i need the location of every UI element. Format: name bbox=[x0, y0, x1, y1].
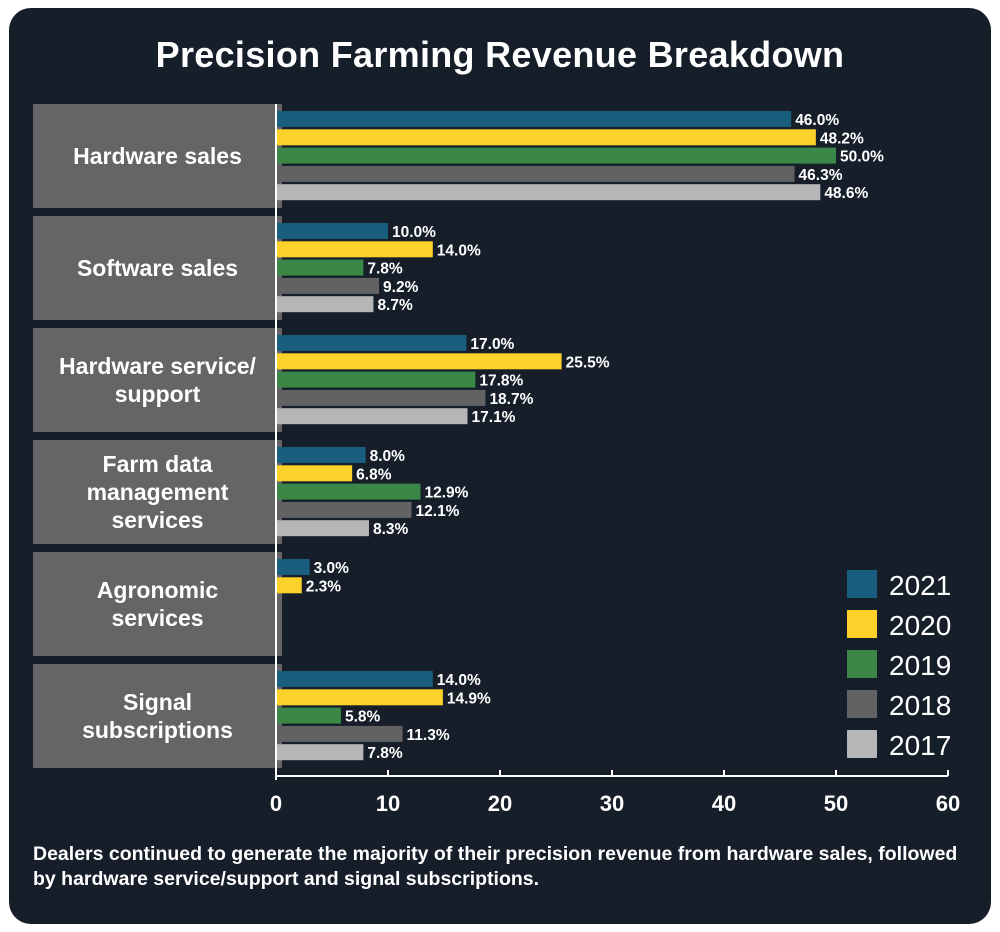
legend-swatch bbox=[847, 610, 877, 638]
bar bbox=[276, 111, 792, 127]
bar bbox=[276, 577, 302, 594]
value-label: 14.0% bbox=[437, 672, 481, 689]
value-label: 17.1% bbox=[472, 409, 516, 426]
value-label: 17.0% bbox=[470, 336, 514, 353]
x-tick-label: 0 bbox=[270, 791, 282, 816]
bar bbox=[276, 559, 310, 575]
category-label: Software sales bbox=[77, 255, 238, 281]
category-label: Signal bbox=[123, 689, 192, 715]
x-tick-label: 10 bbox=[376, 791, 400, 816]
bar bbox=[276, 241, 433, 258]
value-label: 14.9% bbox=[447, 690, 491, 707]
category-label: support bbox=[115, 381, 201, 407]
legend-swatch bbox=[847, 730, 877, 758]
value-label: 12.9% bbox=[424, 485, 468, 502]
bar bbox=[276, 447, 366, 463]
bar bbox=[276, 501, 412, 518]
value-label: 10.0% bbox=[392, 224, 436, 241]
value-label: 46.0% bbox=[795, 112, 839, 129]
bar bbox=[276, 465, 353, 482]
bar bbox=[276, 483, 421, 500]
value-label: 6.8% bbox=[356, 466, 392, 483]
bar bbox=[276, 184, 821, 201]
chart-title: Precision Farming Revenue Breakdown bbox=[155, 34, 845, 75]
bar bbox=[276, 223, 388, 239]
value-label: 5.8% bbox=[345, 709, 381, 726]
legend-swatch bbox=[847, 650, 877, 678]
legend-label: 2020 bbox=[889, 610, 951, 641]
chart-caption: Dealers continued to generate the majori… bbox=[33, 843, 958, 890]
bar bbox=[276, 259, 364, 276]
value-label: 7.8% bbox=[367, 261, 403, 278]
x-tick-label: 30 bbox=[600, 791, 624, 816]
legend-label: 2017 bbox=[889, 730, 951, 761]
value-label: 48.6% bbox=[824, 185, 868, 202]
category-box bbox=[33, 216, 282, 320]
legend-label: 2019 bbox=[889, 650, 951, 681]
category-label: management bbox=[87, 479, 229, 505]
category-box bbox=[33, 552, 282, 656]
value-label: 14.0% bbox=[437, 242, 481, 259]
category-box bbox=[33, 104, 282, 208]
value-label: 9.2% bbox=[383, 279, 419, 296]
value-label: 25.5% bbox=[566, 354, 610, 371]
bar bbox=[276, 165, 795, 182]
bar bbox=[276, 389, 486, 406]
value-label: 48.2% bbox=[820, 130, 864, 147]
x-tick-label: 50 bbox=[824, 791, 848, 816]
bar bbox=[276, 744, 364, 761]
value-label: 8.0% bbox=[370, 448, 406, 465]
category-label: services bbox=[111, 605, 203, 631]
category-box bbox=[33, 664, 282, 768]
bar bbox=[276, 671, 433, 687]
bar bbox=[276, 371, 476, 388]
legend-swatch bbox=[847, 570, 877, 598]
value-label: 8.7% bbox=[377, 297, 413, 314]
value-label: 2.3% bbox=[306, 578, 342, 595]
value-label: 7.8% bbox=[367, 745, 403, 762]
value-label: 46.3% bbox=[799, 167, 843, 184]
x-tick-label: 20 bbox=[488, 791, 512, 816]
legend-swatch bbox=[847, 690, 877, 718]
bar bbox=[276, 296, 374, 313]
value-label: 11.3% bbox=[407, 727, 450, 744]
category-box bbox=[33, 328, 282, 432]
value-label: 8.3% bbox=[373, 521, 409, 538]
bar bbox=[276, 147, 836, 164]
x-tick-label: 40 bbox=[712, 791, 736, 816]
bar bbox=[276, 335, 467, 351]
x-tick-label: 60 bbox=[936, 791, 960, 816]
value-label: 12.1% bbox=[416, 503, 460, 520]
category-label: services bbox=[111, 507, 203, 533]
bar bbox=[276, 353, 562, 370]
bar bbox=[276, 408, 468, 425]
category-label: subscriptions bbox=[82, 717, 233, 743]
bar bbox=[276, 689, 443, 706]
bar bbox=[276, 707, 341, 724]
category-label: Hardware service/ bbox=[59, 353, 257, 379]
category-label: Hardware sales bbox=[73, 143, 242, 169]
category-label: Farm data bbox=[103, 451, 213, 477]
value-label: 18.7% bbox=[489, 391, 533, 408]
category-box bbox=[33, 440, 282, 544]
bar bbox=[276, 277, 380, 294]
bar bbox=[276, 520, 369, 537]
category-label: Agronomic bbox=[97, 577, 219, 603]
legend-label: 2018 bbox=[889, 690, 951, 721]
value-label: 3.0% bbox=[314, 560, 350, 577]
bar bbox=[276, 129, 816, 146]
bar bbox=[276, 725, 403, 742]
value-label: 50.0% bbox=[840, 149, 884, 166]
value-label: 17.8% bbox=[479, 373, 523, 390]
legend-label: 2021 bbox=[889, 570, 951, 601]
